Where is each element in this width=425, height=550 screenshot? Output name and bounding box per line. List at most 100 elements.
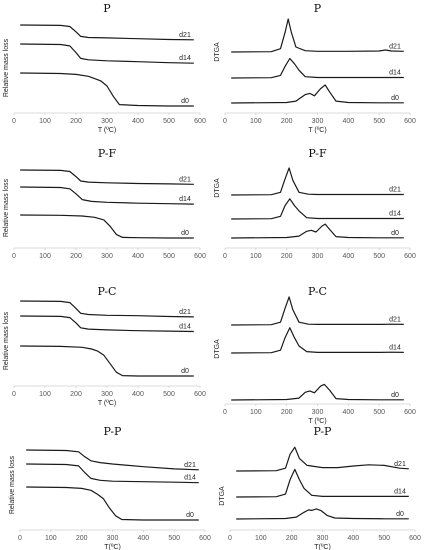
series-line-d14 [20,315,194,333]
y-axis-label: Relative mass loss [3,311,10,370]
x-axis-label: T (ºC) [308,127,326,134]
x-tick-label: 100 [250,118,262,125]
series-label-d14: d14 [389,69,401,76]
series-label-d21: d21 [184,462,196,469]
x-tick-label: 100 [45,535,57,542]
x-tick-label: 500 [373,118,385,125]
x-tick-label: 0 [12,391,16,398]
panel-title: P-F [308,147,327,160]
x-tick-label: 600 [404,253,416,260]
x-tick-label: 0 [18,535,22,542]
series-line-d21 [231,296,404,326]
x-tick-label: 400 [342,118,354,125]
series-label-d21: d21 [389,43,401,50]
series-line-d0 [231,223,404,239]
x-tick-label: 400 [132,253,144,260]
y-axis-label: Relative mass loss [3,178,10,237]
series-line-d14 [20,186,194,205]
x-tick-label: 0 [223,118,227,125]
x-tick-label: 100 [39,253,51,260]
x-tick-label: 300 [101,118,113,125]
series-line-d0 [231,383,404,401]
x-tick-label: 600 [194,118,206,125]
series-label-d21: d21 [389,186,401,193]
x-tick-label: 300 [107,535,119,542]
series-line-d0 [20,345,194,377]
x-tick-label: 400 [342,409,354,416]
x-tick-label: 200 [281,118,293,125]
series-label-d21: d21 [179,32,191,39]
series-line-d14 [231,198,404,220]
x-tick-label: 600 [194,391,206,398]
series-line-d0 [20,72,194,107]
y-axis-label: DTGA [219,486,226,506]
series-label-d0: d0 [391,392,399,399]
x-tick-label: 500 [373,253,385,260]
x-axis-label: T(ºC) [104,544,121,550]
panel-title: P [314,2,322,15]
series-label-d0: d0 [181,230,189,237]
series-label-d14: d14 [179,55,191,62]
x-tick-label: 200 [281,409,293,416]
x-tick-label: 500 [163,253,175,260]
x-tick-label: 500 [168,535,180,542]
series-label-d0: d0 [181,368,189,375]
series-label-d21: d21 [389,316,401,323]
x-tick-label: 0 [228,535,232,542]
x-tick-label: 0 [223,253,227,260]
series-line-d0 [231,84,404,104]
series-line-d21 [20,169,194,185]
x-tick-label: 300 [317,535,329,542]
x-tick-label: 0 [12,253,16,260]
x-tick-label: 400 [137,535,149,542]
x-tick-label: 400 [132,118,144,125]
y-axis-label: DTGA [214,339,221,359]
x-tick-label: 0 [223,409,227,416]
y-axis-label: Relative mass loss [3,38,10,97]
x-tick-label: 400 [132,391,144,398]
series-label-d21: d21 [179,176,191,183]
x-tick-label: 400 [347,535,359,542]
x-axis-label: T (ºC) [98,127,116,134]
series-line-d14 [26,463,199,484]
series-label-d0: d0 [181,98,189,105]
series-label-d14: d14 [184,475,196,482]
panel-title: P-P [104,425,123,438]
series-label-d21: d21 [179,309,191,316]
series-label-d0: d0 [391,95,399,102]
x-tick-label: 500 [378,535,390,542]
x-tick-label: 100 [250,409,262,416]
x-tick-label: 100 [255,535,267,542]
y-axis-label: DTGA [214,178,221,198]
x-tick-label: 500 [163,391,175,398]
series-line-d21 [231,167,404,196]
x-tick-label: 100 [250,253,262,260]
x-tick-label: 200 [70,253,82,260]
series-line-d21 [20,300,194,318]
x-axis-label: T (ºC) [98,400,116,407]
x-tick-label: 300 [312,253,324,260]
panel-title: P-C [98,285,117,298]
x-tick-label: 200 [281,253,293,260]
x-tick-label: 600 [199,535,211,542]
x-tick-label: 200 [70,118,82,125]
x-tick-label: 500 [163,118,175,125]
series-line-d21 [231,18,404,53]
x-axis-label: T(ºC) [314,544,331,550]
series-label-d14: d14 [389,210,401,217]
series-line-d0 [236,508,409,520]
x-tick-label: 600 [194,253,206,260]
x-tick-label: 300 [101,253,113,260]
panel-title: P [103,2,111,15]
series-line-d21 [26,449,199,471]
series-label-d0: d0 [396,511,404,518]
x-tick-label: 500 [373,409,385,416]
series-label-d14: d14 [179,324,191,331]
series-label-d14: d14 [179,196,191,203]
panel-title: P-P [314,425,333,438]
x-tick-label: 300 [101,391,113,398]
series-line-d21 [20,24,194,41]
x-tick-label: 300 [312,118,324,125]
x-tick-label: 100 [39,118,51,125]
